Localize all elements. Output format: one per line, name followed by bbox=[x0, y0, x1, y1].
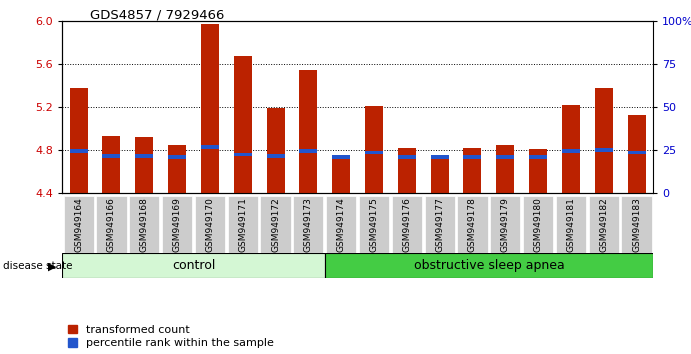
Bar bbox=[135, 154, 153, 158]
FancyBboxPatch shape bbox=[424, 196, 455, 252]
FancyBboxPatch shape bbox=[523, 196, 553, 252]
Bar bbox=[267, 154, 285, 158]
Bar bbox=[627, 115, 645, 193]
FancyBboxPatch shape bbox=[129, 196, 160, 252]
Bar bbox=[299, 149, 317, 153]
Bar bbox=[595, 88, 613, 193]
FancyBboxPatch shape bbox=[325, 253, 653, 278]
Bar bbox=[201, 145, 219, 149]
Bar bbox=[234, 56, 252, 193]
FancyBboxPatch shape bbox=[227, 196, 258, 252]
Bar bbox=[70, 88, 88, 193]
FancyBboxPatch shape bbox=[392, 196, 422, 252]
Bar bbox=[430, 155, 448, 159]
Bar bbox=[464, 148, 482, 193]
Bar bbox=[332, 159, 350, 193]
Bar bbox=[464, 155, 482, 159]
Text: GDS4857 / 7929466: GDS4857 / 7929466 bbox=[90, 9, 224, 22]
FancyBboxPatch shape bbox=[326, 196, 357, 252]
Bar bbox=[529, 149, 547, 193]
Bar bbox=[332, 155, 350, 159]
FancyBboxPatch shape bbox=[195, 196, 225, 252]
Bar bbox=[168, 145, 186, 193]
FancyBboxPatch shape bbox=[293, 196, 323, 252]
FancyBboxPatch shape bbox=[64, 196, 94, 252]
Bar bbox=[595, 148, 613, 152]
Text: GSM949166: GSM949166 bbox=[107, 198, 116, 252]
Bar bbox=[627, 150, 645, 154]
FancyBboxPatch shape bbox=[359, 196, 389, 252]
Text: GSM949168: GSM949168 bbox=[140, 198, 149, 252]
Bar bbox=[267, 108, 285, 193]
Text: GSM949173: GSM949173 bbox=[304, 198, 313, 252]
Text: GSM949171: GSM949171 bbox=[238, 198, 247, 252]
FancyBboxPatch shape bbox=[589, 196, 619, 252]
Text: disease state: disease state bbox=[3, 261, 73, 271]
Text: GSM949183: GSM949183 bbox=[632, 198, 641, 252]
Text: GSM949169: GSM949169 bbox=[173, 198, 182, 252]
Bar bbox=[299, 69, 317, 193]
Text: GSM949164: GSM949164 bbox=[74, 198, 83, 252]
Legend: transformed count, percentile rank within the sample: transformed count, percentile rank withi… bbox=[68, 325, 274, 348]
Bar bbox=[398, 148, 416, 193]
Bar bbox=[102, 136, 120, 193]
Text: GSM949179: GSM949179 bbox=[501, 198, 510, 252]
Text: GSM949170: GSM949170 bbox=[205, 198, 214, 252]
Text: GSM949177: GSM949177 bbox=[435, 198, 444, 252]
Text: GSM949181: GSM949181 bbox=[567, 198, 576, 252]
FancyBboxPatch shape bbox=[556, 196, 586, 252]
Text: GSM949182: GSM949182 bbox=[599, 198, 608, 252]
Bar bbox=[365, 106, 383, 193]
Text: ▶: ▶ bbox=[48, 261, 57, 271]
FancyBboxPatch shape bbox=[457, 196, 488, 252]
Bar bbox=[398, 155, 416, 159]
Bar bbox=[234, 153, 252, 156]
Text: GSM949174: GSM949174 bbox=[337, 198, 346, 252]
Bar bbox=[135, 137, 153, 193]
Text: GSM949178: GSM949178 bbox=[468, 198, 477, 252]
Bar bbox=[102, 154, 120, 158]
FancyBboxPatch shape bbox=[162, 196, 192, 252]
FancyBboxPatch shape bbox=[62, 253, 325, 278]
Bar bbox=[70, 149, 88, 153]
FancyBboxPatch shape bbox=[261, 196, 291, 252]
Text: GSM949172: GSM949172 bbox=[271, 198, 280, 252]
Text: control: control bbox=[172, 259, 215, 272]
Bar bbox=[201, 24, 219, 193]
FancyBboxPatch shape bbox=[96, 196, 126, 252]
Bar bbox=[562, 149, 580, 153]
Text: obstructive sleep apnea: obstructive sleep apnea bbox=[413, 259, 565, 272]
Bar bbox=[168, 155, 186, 159]
Text: GSM949175: GSM949175 bbox=[370, 198, 379, 252]
Bar bbox=[430, 156, 448, 193]
Bar bbox=[496, 145, 514, 193]
Bar bbox=[365, 150, 383, 154]
FancyBboxPatch shape bbox=[490, 196, 520, 252]
Text: GSM949176: GSM949176 bbox=[402, 198, 411, 252]
Bar bbox=[496, 155, 514, 159]
Text: GSM949180: GSM949180 bbox=[533, 198, 542, 252]
Bar bbox=[529, 155, 547, 159]
Bar bbox=[562, 105, 580, 193]
FancyBboxPatch shape bbox=[621, 196, 652, 252]
